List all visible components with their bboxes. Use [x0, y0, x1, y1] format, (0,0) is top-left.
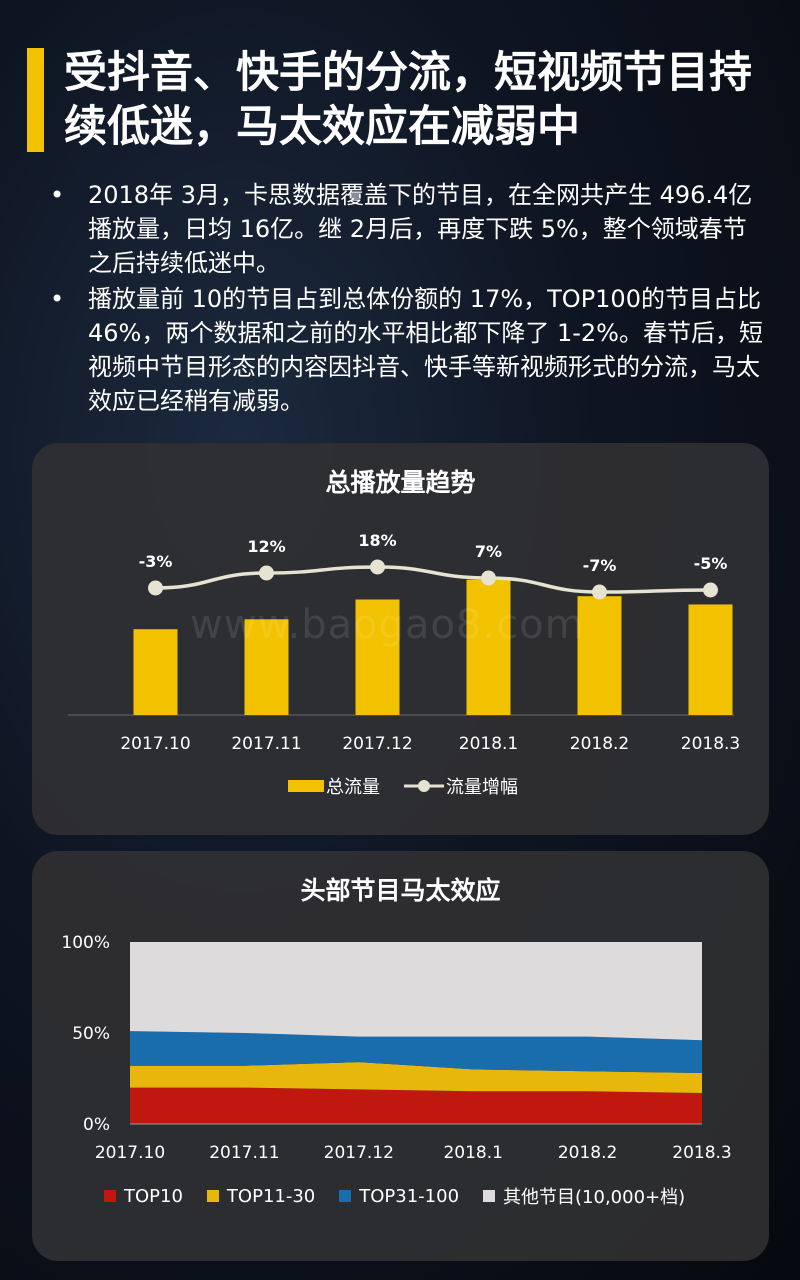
legend-label: TOP31-100: [359, 1185, 460, 1207]
legend-label: 总流量: [326, 777, 380, 798]
x-tick-label: 2018.1: [459, 734, 518, 754]
legend-item-top11-30: TOP11-30: [206, 1185, 316, 1207]
x-tick-label: 2017.11: [231, 734, 301, 754]
bullet-text: 播放量前 10的节目占到总体份额的 17%，TOP100的节目占比 46%，两个…: [88, 285, 763, 415]
x-tick-label: 2017.11: [209, 1143, 279, 1163]
bar: [688, 604, 733, 715]
legend-swatch: [206, 1190, 219, 1202]
legend-item-line: 流量增幅: [404, 773, 518, 799]
growth-line: [155, 565, 711, 594]
watermark: www.baogao8.com: [190, 602, 585, 648]
x-tick-label: 2018.3: [672, 1143, 731, 1163]
area-series: [130, 1087, 702, 1124]
matthew-effect-chart-panel: 头部节目马太效应 0% 50% 100% 2017.10 2017.11 2017.12 2…: [32, 851, 769, 1261]
x-tick-label: 2017.10: [95, 1143, 165, 1163]
matthew-effect-chart: 0% 50% 100% 2017.10 2017.11 2017.12 2018.1 2018…: [61, 933, 731, 1163]
legend-item-top10: TOP10: [104, 1186, 183, 1207]
growth-point: [592, 584, 607, 600]
total-views-chart-panel: 总播放量趋势 2017.10 2017.11 2017.12 2018.1 2018.2…: [32, 443, 769, 835]
bar: [355, 599, 400, 715]
legend-swatch: [483, 1190, 496, 1202]
data-label: 7%: [475, 542, 502, 561]
x-tick-label: 2018.2: [558, 1143, 617, 1163]
legend-swatch: [104, 1190, 116, 1202]
x-tick-label: 2018.1: [443, 1143, 502, 1163]
legend-item-top31-100: TOP31-100: [339, 1186, 459, 1207]
legend-label: 其他节目(10,000+档): [503, 1187, 686, 1208]
y-tick-label: 0%: [83, 1115, 110, 1135]
growth-point: [259, 565, 274, 581]
x-tick-label: 2018.2: [570, 734, 629, 754]
data-label: -5%: [694, 554, 728, 573]
bullet-item: • 2018年 3月，卡思数据覆盖下的节目，在全网共产生 496.4亿播放量，日…: [48, 178, 768, 280]
legend-swatch-line: [404, 780, 444, 792]
growth-point: [370, 559, 385, 575]
legend-item-others: 其他节目(10,000+档): [483, 1183, 685, 1209]
bullet-dot-icon: •: [50, 285, 65, 313]
area-series: [130, 1062, 702, 1094]
legend-label: TOP10: [124, 1185, 183, 1207]
legend-label: 流量增幅: [446, 777, 518, 798]
page-title: 受抖音、快手的分流，短视频节目持续低迷，马太效应在减弱中: [64, 48, 752, 152]
x-tick-label: 2017.12: [324, 1143, 394, 1163]
bar: [466, 579, 511, 715]
y-tick-label: 100%: [61, 933, 110, 953]
legend-item-bars: 总流量: [288, 773, 380, 799]
growth-point: [148, 580, 163, 596]
bullet-list: • 2018年 3月，卡思数据覆盖下的节目，在全网共产生 496.4亿播放量，日…: [48, 178, 768, 420]
x-tick-label: 2017.10: [120, 734, 190, 754]
data-label: 12%: [247, 537, 285, 556]
growth-point: [481, 570, 496, 586]
data-label: -3%: [139, 552, 173, 571]
bullet-text: 2018年 3月，卡思数据覆盖下的节目，在全网共产生 496.4亿播放量，日均 …: [88, 181, 753, 277]
bar: [577, 596, 622, 715]
chart-legend: 总流量 流量增幅: [288, 773, 542, 799]
chart-title: 头部节目马太效应: [300, 876, 501, 905]
bar: [244, 619, 289, 715]
growth-point: [703, 582, 718, 598]
data-label: -7%: [583, 556, 617, 575]
title-accent-bar: [27, 48, 44, 152]
data-label: 18%: [358, 531, 396, 550]
legend-swatch-bar: [288, 780, 324, 792]
legend-swatch: [339, 1190, 352, 1202]
legend-label: TOP11-30: [226, 1185, 316, 1207]
total-views-chart: 2017.10 2017.11 2017.12 2018.1 2018.2 2018.3 -…: [68, 531, 740, 754]
chart-title: 总播放量趋势: [325, 468, 476, 497]
chart-legend: TOP10 TOP11-30 TOP31-100 其他节目(10,000+档): [104, 1183, 709, 1209]
x-tick-label: 2018.3: [681, 734, 740, 754]
y-tick-label: 50%: [72, 1024, 110, 1044]
bullet-item: • 播放量前 10的节目占到总体份额的 17%，TOP100的节目占比 46%，…: [48, 282, 768, 418]
bar: [133, 629, 178, 715]
area-series: [130, 1031, 702, 1074]
bullet-dot-icon: •: [50, 181, 65, 209]
area-series: [130, 942, 702, 1041]
x-tick-label: 2017.12: [342, 734, 412, 754]
